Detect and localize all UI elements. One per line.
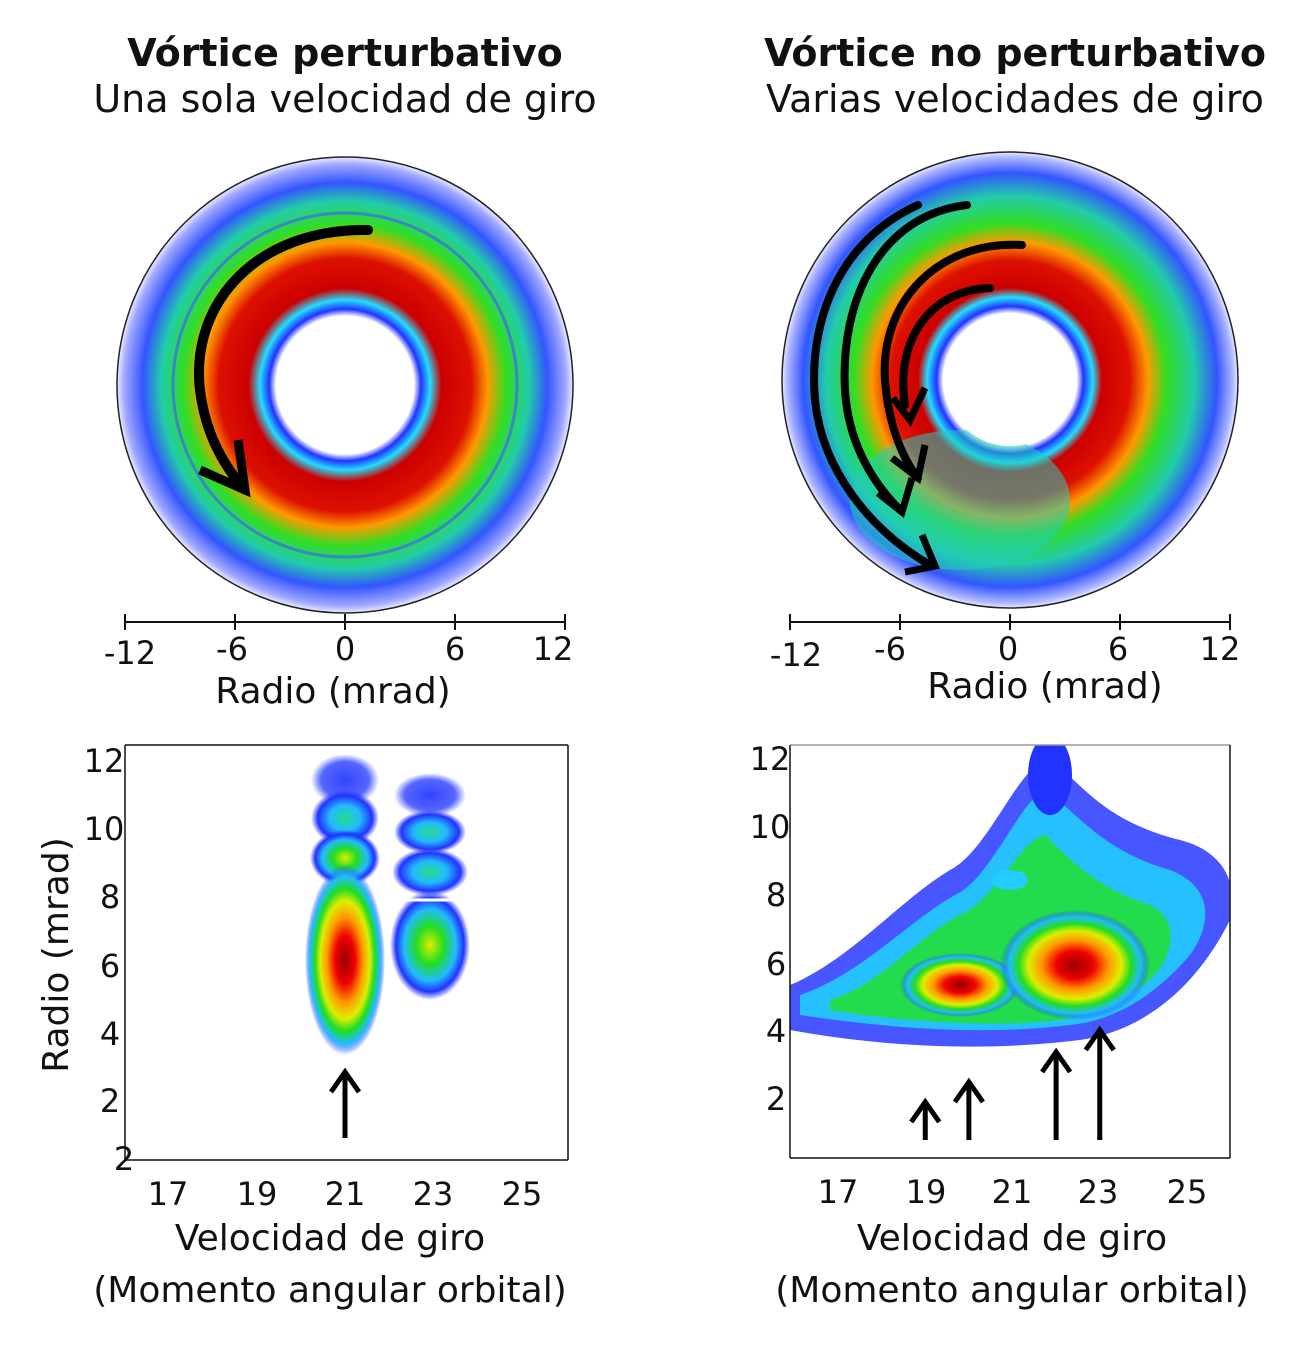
peak-arrow xyxy=(952,1077,985,1140)
right-oam-map xyxy=(789,744,1231,1159)
right-map-xtick: 21 xyxy=(992,1173,1033,1211)
left-ring-image xyxy=(116,156,574,614)
left-peak-arrows xyxy=(328,1067,362,1138)
left-subtitle: Una sola velocidad de giro xyxy=(93,77,597,121)
left-map-y-label: Radio (mrad) xyxy=(36,837,77,1072)
left-map-xtick: 19 xyxy=(237,1175,278,1213)
left-map-ytick: 10 xyxy=(84,810,125,848)
peak-arrow xyxy=(1083,1025,1116,1140)
right-rotation-arrows xyxy=(810,201,1026,569)
left-map-xtick: 23 xyxy=(413,1175,454,1213)
peak-arrow xyxy=(1040,1047,1073,1140)
right-map-axes: 2 4 6 8 10 12 17 19 21 23 25 Velocidad d… xyxy=(750,740,1249,1311)
left-rotation-arrow xyxy=(194,224,373,493)
peak-arrow xyxy=(328,1067,362,1138)
right-map-xtick: 25 xyxy=(1167,1173,1208,1211)
right-ring-tick: 0 xyxy=(998,630,1018,668)
right-map-xtick: 23 xyxy=(1078,1173,1119,1211)
left-ring-tick: 12 xyxy=(533,630,574,668)
left-map-ytick: 4 xyxy=(100,1015,120,1053)
right-map-ytick: 6 xyxy=(766,945,786,983)
left-map-axes: 2 4 6 8 10 12 2 Radio (mrad) 17 19 21 23… xyxy=(36,742,567,1311)
left-ring-axis: -12 -6 0 6 12 Radio (mrad) xyxy=(104,614,573,712)
left-map-x-label: Velocidad de giro xyxy=(175,1218,485,1259)
left-ring-axis-label: Radio (mrad) xyxy=(215,671,450,712)
left-ring-tick: -6 xyxy=(216,630,248,668)
left-ring-tick: -12 xyxy=(104,634,156,672)
right-peak-arrows xyxy=(909,1025,1116,1140)
right-map-xtick: 19 xyxy=(906,1173,947,1211)
right-ring-tick: -6 xyxy=(874,630,906,668)
right-map-ytick: 8 xyxy=(766,876,786,914)
left-ring-tick: 6 xyxy=(445,630,465,668)
left-map-xtick: 25 xyxy=(502,1175,543,1213)
right-map-ytick: 10 xyxy=(750,808,791,846)
left-map-xtick: 21 xyxy=(325,1175,366,1213)
left-map-ytick: 12 xyxy=(84,742,125,780)
right-map-ytick: 12 xyxy=(750,740,791,778)
left-map-ytick: 8 xyxy=(100,878,120,916)
right-ring-axis: -12 -6 0 6 12 Radio (mrad) xyxy=(770,614,1240,707)
left-map-corner-tick: 2 xyxy=(114,1140,134,1178)
right-ring-image xyxy=(781,151,1239,609)
left-map-ytick: 2 xyxy=(100,1082,120,1120)
right-ring-tick: 6 xyxy=(1108,630,1128,668)
right-map-x-label: Velocidad de giro xyxy=(857,1218,1167,1259)
right-ring-tick: -12 xyxy=(770,636,822,674)
right-map-xtick: 17 xyxy=(818,1173,859,1211)
left-title: Vórtice perturbativo xyxy=(127,31,563,75)
left-map-ytick: 6 xyxy=(100,947,120,985)
right-map-ytick: 4 xyxy=(766,1012,786,1050)
left-ring-tick: 0 xyxy=(335,630,355,668)
right-ring-axis-label: Radio (mrad) xyxy=(927,666,1162,707)
right-map-ytick: 2 xyxy=(766,1080,786,1118)
peak-arrow xyxy=(909,1097,942,1140)
right-ring-tick: 12 xyxy=(1200,630,1241,668)
left-map-xtick: 17 xyxy=(148,1175,189,1213)
right-map-x-label-2: (Momento angular orbital) xyxy=(775,1270,1249,1311)
right-subtitle: Varias velocidades de giro xyxy=(766,77,1264,121)
right-title: Vórtice no perturbativo xyxy=(764,31,1266,75)
left-map-x-label-2: (Momento angular orbital) xyxy=(93,1270,567,1311)
